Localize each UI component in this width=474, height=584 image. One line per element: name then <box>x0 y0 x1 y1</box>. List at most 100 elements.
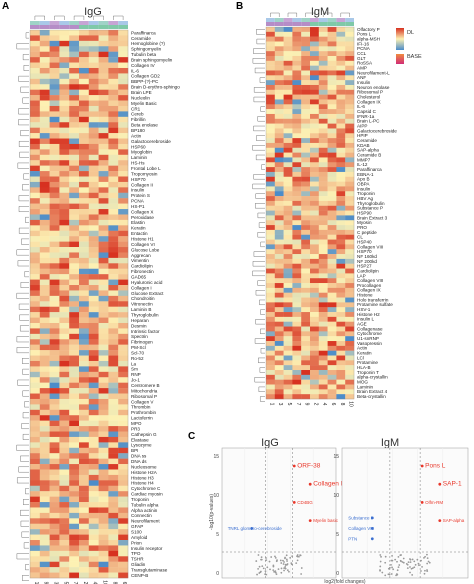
heatmap-cell <box>39 485 50 492</box>
heatmap-cell <box>292 273 302 279</box>
heatmap-cell <box>283 84 293 91</box>
column-label: 7 <box>72 582 78 584</box>
heatmap-cell <box>301 89 311 95</box>
volcano-point <box>398 564 401 566</box>
heatmap-cell <box>118 502 129 508</box>
heatmap-cell <box>336 374 346 380</box>
heatmap-cell <box>79 143 89 150</box>
heatmap-cell <box>69 382 80 389</box>
heatmap-cell <box>318 292 328 298</box>
heatmap-cell <box>118 176 129 183</box>
heatmap-cell <box>69 480 80 486</box>
heatmap-cell <box>274 89 284 95</box>
volcano-point <box>384 555 387 558</box>
highlight-point <box>292 501 296 504</box>
row-label: DNA ss <box>131 454 147 459</box>
volcano-point <box>420 570 422 572</box>
heatmap-cell <box>39 57 50 63</box>
heatmap-cell <box>327 142 337 148</box>
volcano-point <box>285 558 288 561</box>
heatmap-cell <box>327 365 337 371</box>
volcano-point <box>411 574 414 576</box>
heatmap-cell <box>118 393 129 400</box>
heatmap-cell <box>283 302 293 308</box>
heatmap-cell <box>274 147 284 153</box>
heatmap-cell <box>318 336 328 342</box>
heatmap-cell <box>39 453 50 459</box>
group-bar-cell <box>59 21 70 25</box>
volcano-point <box>390 559 393 562</box>
heatmap-cell <box>39 143 50 150</box>
heatmap-cell <box>98 393 109 400</box>
heatmap-cell <box>59 209 70 215</box>
heatmap-cell <box>108 436 119 443</box>
heatmap-cell <box>292 229 302 235</box>
heatmap-cell <box>30 344 40 351</box>
heatmap-cell <box>283 249 293 255</box>
heatmap-cell <box>108 133 119 139</box>
heatmap-cell <box>327 297 337 303</box>
highlight-point <box>370 527 374 530</box>
heatmap-cell <box>30 78 40 85</box>
heatmap-cell <box>292 162 302 168</box>
heatmap-cell <box>266 210 275 216</box>
heatmap-cell <box>49 480 60 486</box>
heatmap-cell <box>39 133 50 139</box>
heatmap-cell <box>301 384 311 390</box>
heatmap-cell <box>283 355 293 361</box>
heatmap-cell <box>118 409 129 416</box>
heatmap-cell <box>108 360 119 367</box>
heatmap-cell <box>79 540 89 546</box>
heatmap-cell <box>283 263 293 269</box>
row-label: Neurofilament-L <box>357 70 390 75</box>
heatmap-cell <box>98 95 109 101</box>
group-bar-cell <box>108 21 119 25</box>
heatmap-cell <box>336 263 346 269</box>
group-bar-cell <box>39 25 50 29</box>
heatmap-cell <box>108 339 119 345</box>
column-label: 7 <box>295 403 301 406</box>
row-label: Ro-52 <box>131 356 144 361</box>
heatmap-cell <box>49 398 60 405</box>
heatmap-cell <box>39 317 50 324</box>
heatmap-cell <box>345 365 355 371</box>
volcano-point <box>409 566 411 568</box>
heatmap-cell <box>88 306 99 313</box>
heatmap-cell <box>39 95 50 101</box>
heatmap-cell <box>283 157 293 163</box>
heatmap-cell <box>327 316 337 322</box>
heatmap-cell <box>301 297 311 303</box>
volcano-point <box>295 562 298 565</box>
heatmap-cell <box>301 360 311 366</box>
heatmap-cell <box>79 290 89 297</box>
heatmap-cell <box>98 420 109 427</box>
heatmap-cell <box>310 157 319 163</box>
heatmap-cell <box>292 307 302 313</box>
heatmap-cell <box>69 198 80 204</box>
heatmap-cell <box>108 252 119 259</box>
heatmap-cell <box>266 341 275 347</box>
heatmap-cell <box>118 458 129 465</box>
heatmap-cell <box>79 274 89 280</box>
heatmap-cell <box>59 301 70 307</box>
heatmap-cell <box>98 306 109 313</box>
heatmap-cell <box>49 78 60 85</box>
volcano-point <box>266 566 269 569</box>
heatmap-cell <box>292 350 302 356</box>
heatmap-cell <box>49 111 60 118</box>
volcano-point <box>396 560 398 563</box>
heatmap-cell <box>108 371 119 378</box>
heatmap-cell <box>283 336 293 342</box>
heatmap-cell <box>98 301 109 307</box>
heatmap-cell <box>266 70 275 76</box>
row-label: Nucleolin <box>131 95 150 100</box>
volcano-point <box>296 559 299 562</box>
heatmap-cell <box>69 67 80 74</box>
heatmap-cell <box>118 344 129 351</box>
heatmap-cell <box>69 453 80 459</box>
heatmap-cell <box>69 393 80 400</box>
heatmap-cell <box>49 187 60 193</box>
column-label: 8 <box>111 582 117 584</box>
heatmap-cell <box>301 307 311 313</box>
heatmap-cell <box>98 78 109 85</box>
